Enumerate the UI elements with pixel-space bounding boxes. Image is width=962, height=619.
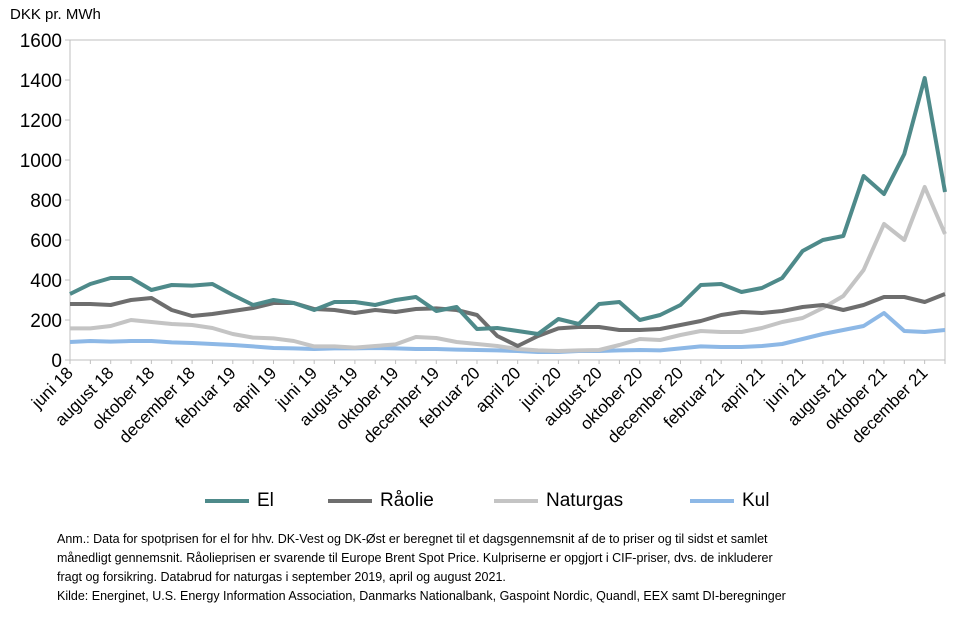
legend-label-kul: Kul (742, 490, 770, 511)
y-tick-label: 1400 (20, 71, 62, 92)
y-axis-unit-label: DKK pr. MWh (10, 6, 101, 23)
x-tick-label: april 21 (716, 363, 769, 416)
series-line-naturgas (70, 185, 947, 353)
legend-label-raolie: Råolie (380, 490, 434, 511)
y-tick-label: 600 (30, 231, 62, 252)
series-lines (69, 76, 947, 354)
legend-swatch-kul (690, 499, 734, 503)
y-tick-label: 800 (30, 191, 62, 212)
series-line-raolie (70, 292, 946, 348)
y-tick-label: 200 (30, 311, 62, 332)
legend-label-el: El (257, 490, 274, 511)
legend-item-raolie: Råolie (328, 486, 434, 516)
legend-item-el: El (205, 486, 274, 516)
y-axis: 0 200 400 600 800 1000 1200 1400 1600 (20, 31, 70, 372)
legend-swatch-raolie (328, 499, 372, 503)
legend-item-naturgas: Naturgas (494, 486, 623, 516)
note-line-4: Kilde: Energinet, U.S. Energy Informatio… (57, 589, 786, 603)
legend-swatch-naturgas (494, 499, 538, 503)
chart-notes: Anm.: Data for spotprisen for el for hhv… (57, 530, 937, 606)
legend-swatch-el (205, 499, 249, 503)
y-tick-label: 1600 (20, 31, 62, 52)
y-tick-label: 1200 (20, 111, 62, 132)
note-line-2: månedligt gennemsnit. Råolieprisen er sv… (57, 551, 773, 565)
price-line-chart: DKK pr. MWh 0 200 400 600 800 1000 1200 1400 160… (10, 6, 947, 447)
legend-item-kul: Kul (690, 486, 769, 516)
note-line-1: Anm.: Data for spotprisen for el for hhv… (57, 532, 768, 546)
legend: El Råolie Naturgas Kul (0, 486, 962, 516)
note-line-3: fragt og forsikring. Databrud for naturg… (57, 570, 506, 584)
series-line-el (69, 76, 947, 336)
y-tick-label: 400 (30, 271, 62, 292)
y-tick-label: 0 (51, 351, 62, 372)
x-tick-label: april 19 (227, 363, 280, 416)
legend-label-naturgas: Naturgas (546, 490, 624, 511)
x-tick-label: april 20 (472, 363, 525, 416)
series-line-kul (69, 311, 946, 354)
y-tick-label: 1000 (20, 151, 62, 172)
